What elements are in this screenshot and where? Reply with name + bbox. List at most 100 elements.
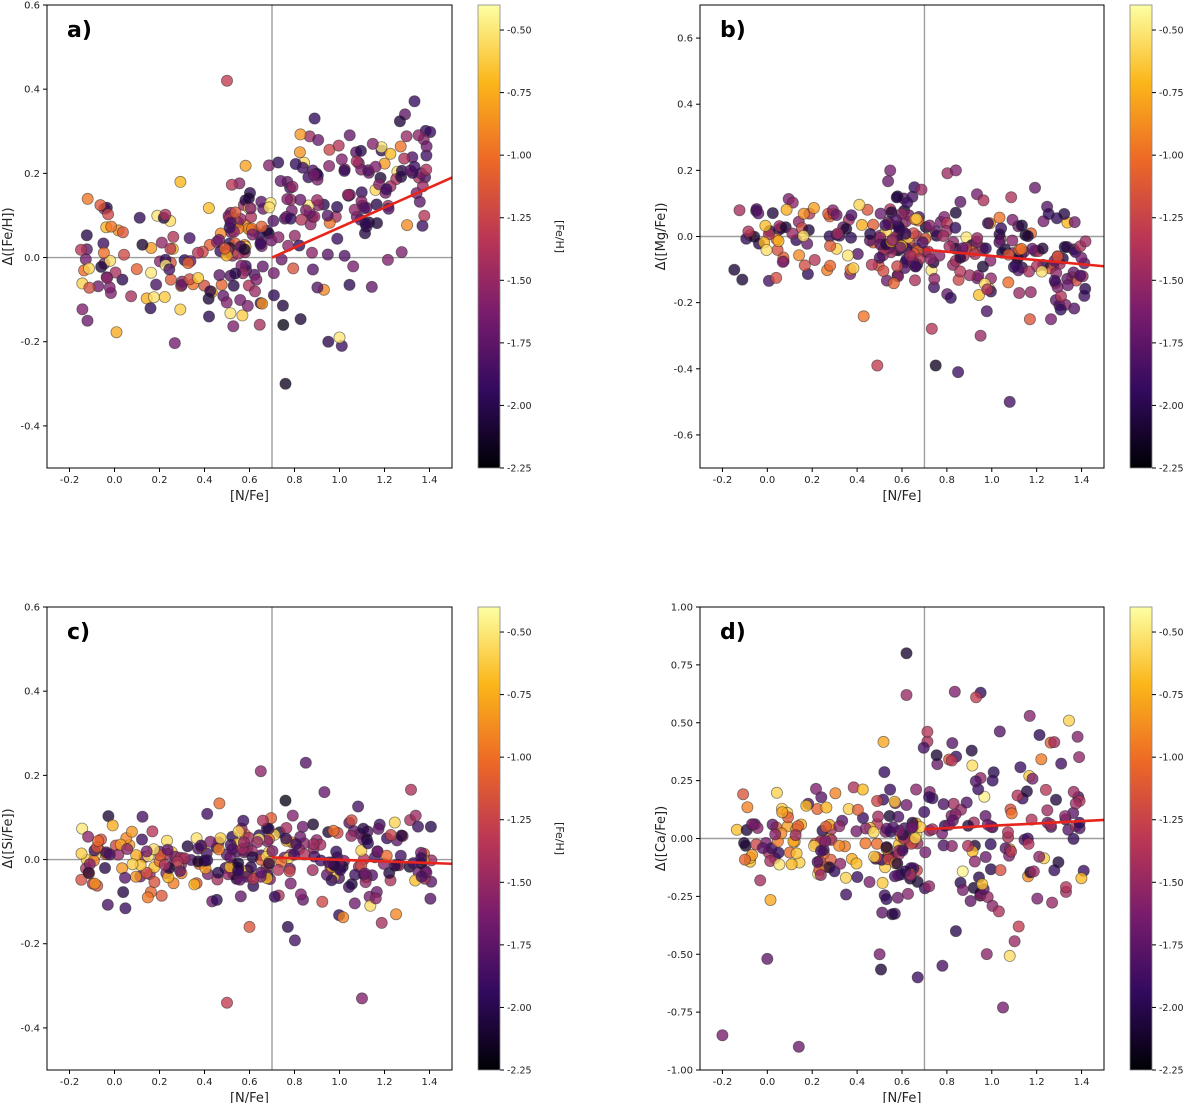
x-tick-label: 0.8 xyxy=(939,1077,955,1088)
data-point xyxy=(294,128,307,141)
colorbar-tick-label: -1.50 xyxy=(1159,878,1184,889)
data-point xyxy=(361,837,374,850)
colorbar-tick-label: -2.25 xyxy=(1159,1066,1184,1077)
data-point xyxy=(280,822,293,835)
data-point xyxy=(284,212,297,225)
x-tick-label: 1.2 xyxy=(377,475,393,486)
colorbar-tick-label: -2.25 xyxy=(507,1066,532,1077)
y-tick-label: 0.4 xyxy=(677,100,693,111)
colorbar-tick-label: -0.75 xyxy=(1159,690,1184,701)
data-point xyxy=(824,239,837,252)
data-point xyxy=(81,192,94,205)
data-point xyxy=(965,744,978,757)
data-point xyxy=(95,260,108,273)
y-tick-label: 0.6 xyxy=(24,603,40,614)
data-point xyxy=(954,265,967,278)
data-point xyxy=(1035,265,1048,278)
data-point xyxy=(902,887,915,900)
data-point xyxy=(853,198,866,211)
data-point xyxy=(343,278,356,291)
x-tick-label: 1.0 xyxy=(332,475,348,486)
x-tick-label: 0.0 xyxy=(107,475,123,486)
data-point xyxy=(900,799,913,812)
data-point xyxy=(393,115,406,128)
data-point xyxy=(343,129,356,142)
data-point xyxy=(105,220,118,233)
data-point xyxy=(262,857,275,870)
x-tick-label: 1.0 xyxy=(984,475,1000,486)
data-point xyxy=(394,849,407,862)
data-point xyxy=(840,888,853,901)
data-point xyxy=(102,208,115,221)
data-point xyxy=(305,246,318,259)
data-point xyxy=(401,219,414,232)
x-tick-label: 0.4 xyxy=(197,475,213,486)
data-point xyxy=(210,893,223,906)
colorbar-tick-label: -1.50 xyxy=(507,276,532,287)
data-point xyxy=(141,891,154,904)
colorbar-tick-label: -0.75 xyxy=(1159,88,1184,99)
data-point xyxy=(276,299,289,312)
data-point xyxy=(871,359,884,372)
data-point xyxy=(859,837,872,850)
y-tick-label: -0.6 xyxy=(673,430,693,441)
x-tick-label: -0.2 xyxy=(60,1077,80,1088)
data-point xyxy=(256,260,269,273)
data-point xyxy=(1024,286,1037,299)
data-point xyxy=(1067,785,1080,798)
data-point xyxy=(964,895,977,908)
data-point xyxy=(923,791,936,804)
data-point xyxy=(789,829,802,842)
data-point xyxy=(244,861,257,874)
data-point xyxy=(272,231,285,244)
data-point xyxy=(220,296,233,309)
data-point xyxy=(886,233,899,246)
x-tick-label: 0.0 xyxy=(107,1077,123,1088)
data-point xyxy=(937,229,950,242)
data-point xyxy=(424,820,437,833)
data-point xyxy=(267,289,280,302)
data-point xyxy=(923,880,936,893)
data-point xyxy=(192,855,205,868)
colorbar-tick-label: -1.25 xyxy=(1159,815,1184,826)
data-point xyxy=(917,741,930,754)
data-point xyxy=(728,263,741,276)
colorbar-tick-label: -2.25 xyxy=(507,464,532,475)
data-point xyxy=(135,833,148,846)
data-point xyxy=(891,891,904,904)
x-tick-label: 0.2 xyxy=(152,1077,168,1088)
data-point xyxy=(865,258,878,271)
y-tick-label: -0.2 xyxy=(20,337,40,348)
data-point xyxy=(121,843,134,856)
data-point xyxy=(251,836,264,849)
data-point xyxy=(83,262,96,275)
data-point xyxy=(1029,181,1042,194)
data-point xyxy=(409,809,422,822)
data-point xyxy=(1015,219,1028,232)
data-point xyxy=(800,799,813,812)
data-point xyxy=(979,242,992,255)
data-point xyxy=(1015,242,1028,255)
data-point xyxy=(226,843,239,856)
data-point xyxy=(814,869,827,882)
data-point xyxy=(819,835,832,848)
data-point xyxy=(905,821,918,834)
data-point xyxy=(1033,729,1046,742)
data-point xyxy=(1079,235,1092,248)
x-tick-label: 1.2 xyxy=(377,1077,393,1088)
data-point xyxy=(879,219,892,232)
data-point xyxy=(1020,785,1033,798)
data-point xyxy=(994,864,1007,877)
x-tick-label: 0.8 xyxy=(287,475,303,486)
scatter-panel-a: -0.2 0.0 0.2 0.4 0.6 0.8 1.0 1.2 1.4 -0.4 -0.2 0.0 0… xyxy=(1,1,566,505)
data-point xyxy=(949,221,962,234)
data-point xyxy=(350,155,363,168)
data-point xyxy=(737,788,750,801)
data-point xyxy=(876,906,889,919)
data-point xyxy=(887,821,900,834)
data-point xyxy=(857,310,870,323)
data-point xyxy=(224,307,237,320)
data-point xyxy=(144,302,157,315)
y-tick-label: 0.6 xyxy=(677,34,693,45)
data-point xyxy=(125,290,138,303)
